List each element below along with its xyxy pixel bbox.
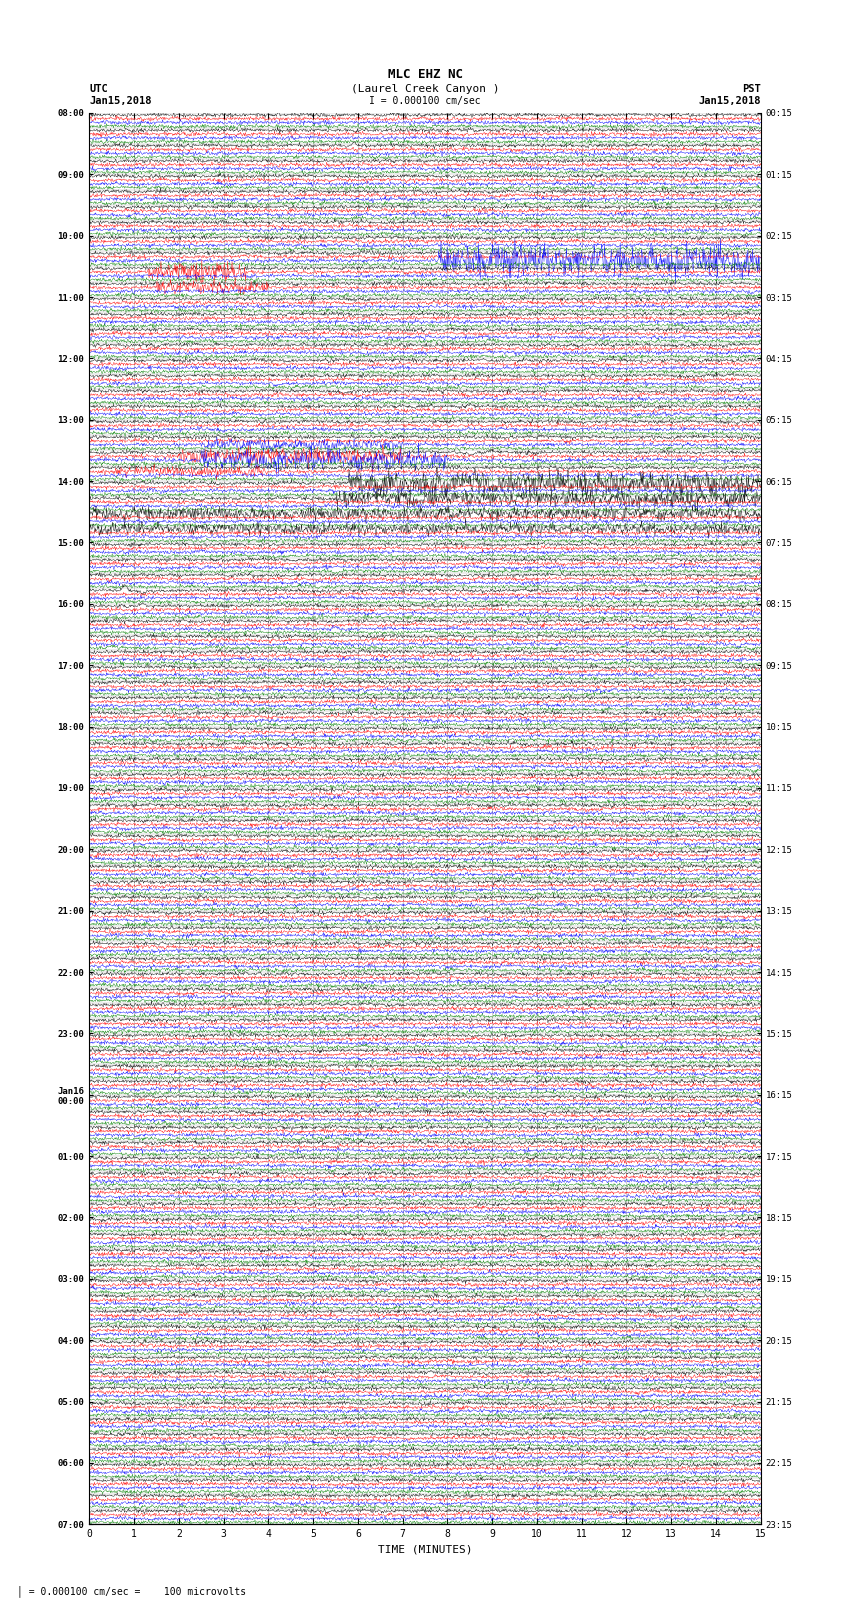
X-axis label: TIME (MINUTES): TIME (MINUTES) (377, 1545, 473, 1555)
Text: MLC EHZ NC: MLC EHZ NC (388, 68, 462, 81)
Text: (Laurel Creek Canyon ): (Laurel Creek Canyon ) (351, 84, 499, 94)
Text: I = 0.000100 cm/sec: I = 0.000100 cm/sec (369, 97, 481, 106)
Text: │ = 0.000100 cm/sec =    100 microvolts: │ = 0.000100 cm/sec = 100 microvolts (17, 1586, 246, 1597)
Text: PST: PST (742, 84, 761, 94)
Text: Jan15,2018: Jan15,2018 (698, 97, 761, 106)
Text: Jan15,2018: Jan15,2018 (89, 97, 152, 106)
Text: UTC: UTC (89, 84, 108, 94)
